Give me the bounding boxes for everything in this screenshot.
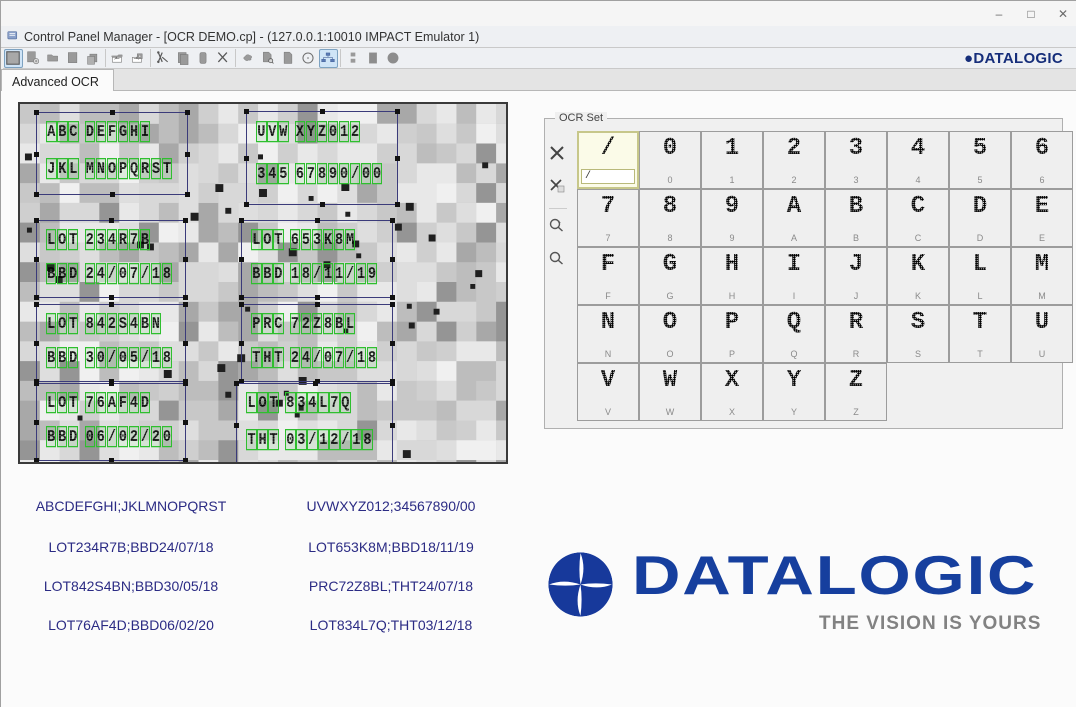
svg-text:+: + — [558, 220, 561, 226]
